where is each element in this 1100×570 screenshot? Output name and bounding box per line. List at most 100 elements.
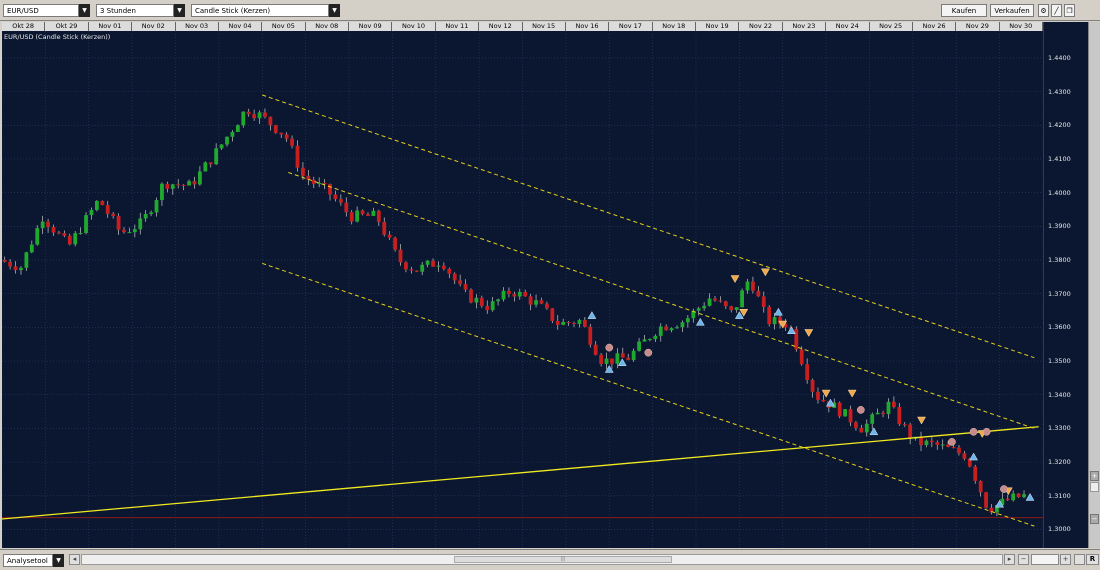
candle-body — [886, 401, 891, 415]
signal-circle-marker — [948, 438, 956, 446]
zoom-out-time-button[interactable]: − — [1018, 554, 1029, 565]
candle-body — [599, 354, 604, 364]
zoom-in-time-button[interactable]: + — [1060, 554, 1071, 565]
price-tick-label: 1.4200 — [1048, 121, 1071, 130]
candle-body — [881, 412, 885, 415]
candle-body — [723, 301, 728, 307]
signal-circle-marker — [856, 406, 865, 414]
reset-button[interactable]: R — [1086, 554, 1099, 565]
price-tick-label: 1.3500 — [1048, 357, 1071, 366]
candle-body — [338, 199, 343, 203]
candle-body — [653, 335, 658, 340]
interval-select[interactable]: 3 Stunden ▼ — [96, 4, 185, 17]
candle-body — [360, 210, 365, 215]
zoom-in-button[interactable]: + — [1090, 471, 1099, 481]
scrollbar-thumb[interactable]: ||| — [454, 556, 672, 563]
analysis-tool-select[interactable]: Analysetool ▼ — [3, 554, 64, 567]
candle-body — [940, 444, 945, 446]
chevron-down-icon[interactable]: ▼ — [53, 554, 64, 567]
candle-body — [501, 290, 506, 300]
candle-body — [382, 221, 387, 235]
sell-signal-marker — [917, 416, 926, 425]
chevron-down-icon[interactable]: ▼ — [79, 4, 90, 17]
candle-body — [40, 221, 45, 229]
chart-plot-area[interactable] — [0, 31, 1044, 548]
candle-body — [366, 214, 370, 216]
candle-body — [447, 268, 452, 274]
candle-body — [322, 182, 327, 185]
chart-settings-icon[interactable]: ⚙ — [1038, 4, 1049, 17]
candle-body — [805, 364, 810, 380]
candle-body — [214, 148, 219, 165]
chart-title: EUR/USD (Candle Stick (Kerzen)) — [4, 33, 111, 41]
scroll-left-button[interactable]: ◂ — [69, 554, 80, 565]
candle-body — [648, 339, 652, 341]
candle-body — [745, 281, 750, 291]
date-tick-label: Nov 02 — [132, 22, 176, 31]
candle-body — [284, 134, 289, 139]
candle-body — [252, 114, 257, 119]
candle-body — [713, 298, 717, 301]
buy-signal-marker — [969, 452, 979, 461]
candle-body — [658, 326, 663, 336]
candle-body — [469, 289, 473, 303]
price-tick-label: 1.3600 — [1048, 323, 1071, 332]
date-tick-label: Nov 09 — [349, 22, 393, 31]
candle-body — [610, 358, 614, 364]
buy-signal-marker — [587, 311, 597, 319]
candle-body — [441, 265, 446, 269]
date-tick-label: Nov 03 — [176, 22, 219, 31]
candle-body — [664, 326, 669, 331]
candle-body — [463, 284, 468, 290]
candle-body — [154, 200, 159, 213]
interval-value: 3 Stunden — [100, 7, 136, 15]
window-restore-icon[interactable]: ❐ — [1064, 4, 1075, 17]
candle-body — [734, 307, 739, 311]
price-tick-label: 1.3700 — [1048, 289, 1071, 298]
candle-body — [816, 391, 820, 400]
sell-signal-marker — [821, 389, 831, 398]
candle-body — [935, 442, 940, 445]
time-zoom-slider[interactable] — [1031, 554, 1059, 565]
scroll-right-button[interactable]: ▸ — [1004, 554, 1015, 565]
buy-signal-marker — [773, 307, 783, 316]
horizontal-scrollbar[interactable]: ||| — [81, 554, 1003, 565]
buy-signal-marker — [869, 427, 879, 436]
symbol-select[interactable]: EUR/USD ▼ — [3, 4, 90, 17]
date-tick-label: Nov 10 — [392, 22, 436, 31]
candle-body — [344, 202, 349, 213]
candle-body — [566, 322, 571, 324]
candle-body — [919, 436, 923, 446]
candle-body — [908, 424, 913, 439]
analysis-tool-label: Analysetool — [7, 557, 48, 565]
candle-body — [984, 492, 988, 508]
chart-type-select[interactable]: Candle Stick (Kerzen) ▼ — [191, 4, 340, 17]
candlestick-chart[interactable] — [0, 31, 1044, 548]
zoom-out-button[interactable]: − — [1090, 514, 1099, 524]
candle-body — [273, 125, 278, 133]
chevron-down-icon[interactable]: ▼ — [329, 4, 340, 17]
buy-signal-marker — [604, 364, 614, 373]
signal-circle-marker — [1000, 485, 1008, 493]
toolbar: EUR/USD ▼ 3 Stunden ▼ Candle Stick (Kerz… — [0, 0, 1100, 21]
candle-body — [783, 323, 788, 328]
candle-body — [219, 144, 224, 149]
chevron-down-icon[interactable]: ▼ — [174, 4, 185, 17]
vertical-slider-handle[interactable] — [1090, 482, 1099, 492]
buy-button[interactable]: Kaufen — [941, 4, 987, 17]
signal-circle-marker — [605, 343, 614, 352]
date-tick-label: Nov 15 — [523, 22, 566, 31]
candle-body — [371, 210, 376, 216]
date-tick-label: Nov 19 — [696, 22, 740, 31]
date-axis: Okt 28 Okt 29 Nov 01 Nov 02 Nov 03 Nov 04 Nov … — [2, 22, 1043, 31]
candle-body — [100, 200, 105, 206]
candle-body — [29, 244, 34, 253]
signal-circle-marker — [982, 427, 991, 436]
buy-signal-marker — [826, 398, 835, 407]
sell-signal-marker — [730, 275, 740, 284]
candle-body — [729, 306, 734, 311]
draw-line-icon[interactable]: ╱ — [1051, 4, 1062, 17]
sell-button[interactable]: Verkaufen — [990, 4, 1034, 17]
candle-body — [626, 357, 631, 360]
candle-body — [718, 300, 723, 302]
